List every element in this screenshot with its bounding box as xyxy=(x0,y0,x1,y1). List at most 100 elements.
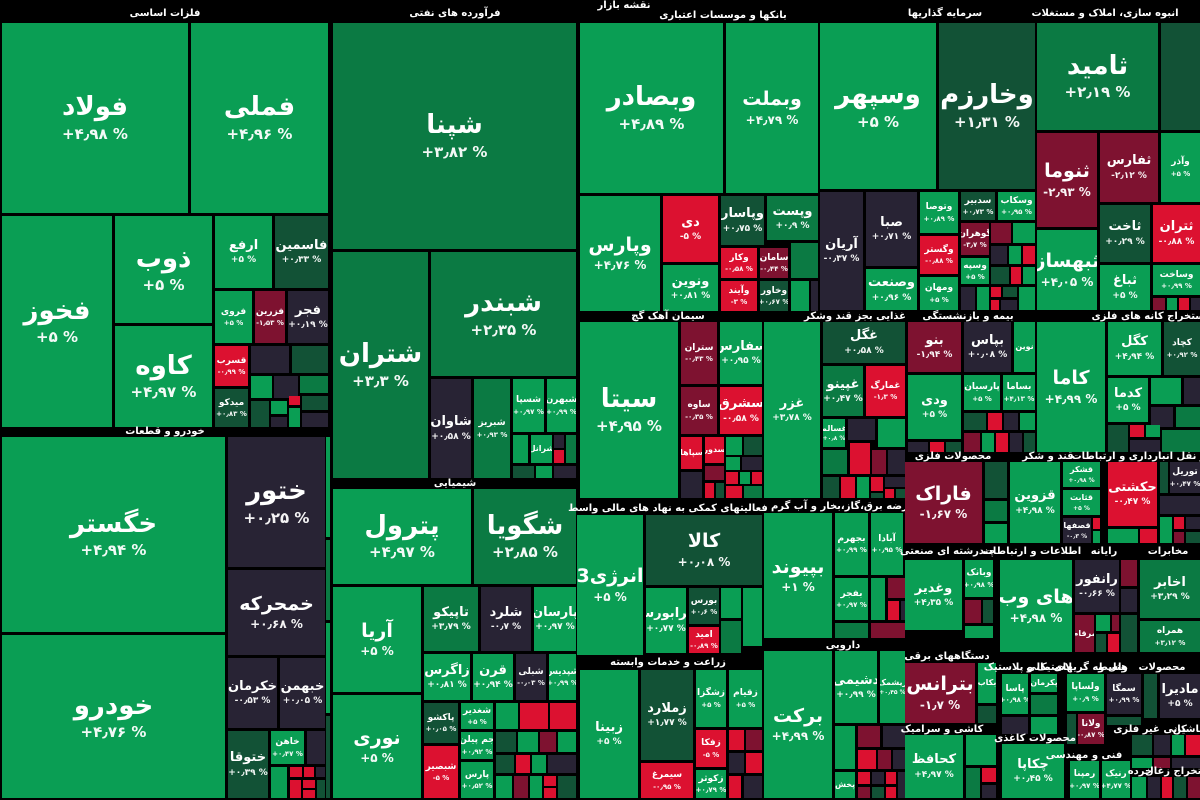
tile-filler[interactable] xyxy=(1011,267,1021,284)
tile-صبا[interactable]: صبا +۰٫۷۱ % xyxy=(866,192,917,266)
tile-filler[interactable] xyxy=(317,780,325,798)
tile-جم پیلن[interactable]: جم پیلن +۰٫۹۲ % xyxy=(461,732,493,759)
tile-filler[interactable] xyxy=(991,267,1009,284)
tile-شاوان[interactable]: شاوان +۰٫۵۸ % xyxy=(431,379,471,478)
tile-filler[interactable] xyxy=(1174,517,1184,529)
tile-خکرمان[interactable]: خکرمان -۰٫۵۳ % xyxy=(228,658,277,728)
tile-filler[interactable] xyxy=(303,790,315,798)
tile-filler[interactable] xyxy=(850,443,870,474)
tile-ثنوما[interactable]: ثنوما -۲٫۹۳ % xyxy=(1037,133,1097,227)
tile-filler[interactable] xyxy=(1130,425,1144,437)
tile-وپارس[interactable]: وپارس +۴٫۷۶ % xyxy=(580,196,660,311)
tile-filler[interactable] xyxy=(1179,298,1189,310)
tile-ومهان[interactable]: ومهان +۵ % xyxy=(920,277,958,310)
tile-filler[interactable] xyxy=(965,626,993,638)
tile-filler[interactable] xyxy=(743,588,762,646)
tile-filler[interactable] xyxy=(858,772,870,784)
tile-زقیام[interactable]: زقیام +۵ % xyxy=(729,670,762,727)
tile-وخارزم[interactable]: وخارزم +۱٫۳۱ % xyxy=(939,23,1035,189)
tile-وسکاب[interactable]: وسکاب +۰٫۹۵ % xyxy=(998,192,1035,220)
tile-آریا[interactable]: آریا +۵ % xyxy=(333,587,421,692)
tile-filler[interactable] xyxy=(848,419,875,440)
tile-سدبیر[interactable]: سدبیر +۰٫۷۳ % xyxy=(961,192,995,220)
tile-filler[interactable] xyxy=(858,750,876,769)
tile-filler[interactable] xyxy=(513,466,534,478)
tile-filler[interactable] xyxy=(930,442,944,452)
tile-filler[interactable] xyxy=(744,437,762,455)
tile-filler[interactable] xyxy=(721,621,741,653)
tile-قثابت[interactable]: قثابت +۵ % xyxy=(1063,490,1100,515)
tile-filler[interactable] xyxy=(965,600,981,623)
tile-filler[interactable] xyxy=(271,401,287,414)
tile-ولساپا[interactable]: ولساپا +۰٫۹ % xyxy=(1067,674,1104,711)
tile-filler[interactable] xyxy=(292,346,328,373)
tile-وغدیر[interactable]: وغدیر +۴٫۳۵ % xyxy=(905,560,962,630)
tile-filler[interactable] xyxy=(883,726,905,747)
tile-filler[interactable] xyxy=(251,346,289,373)
tile-سپاها[interactable]: سپاها xyxy=(681,437,702,469)
tile-filler[interactable] xyxy=(823,450,847,474)
tile-انرژی3[interactable]: انرژی3 +۵ % xyxy=(577,515,643,655)
tile-filler[interactable] xyxy=(871,477,883,491)
tile-filler[interactable] xyxy=(961,287,975,310)
tile-چکاپا[interactable]: چکاپا +۰٫۴۵ % xyxy=(1002,744,1064,798)
tile-filler[interactable] xyxy=(554,450,564,463)
tile-filler[interactable] xyxy=(290,780,301,798)
tile-filler[interactable] xyxy=(530,776,542,798)
tile-filler[interactable] xyxy=(1162,430,1200,452)
tile-کالا[interactable]: کالا +۰٫۰۸ % xyxy=(646,515,762,585)
tile-filler[interactable] xyxy=(841,477,855,498)
tile-filler[interactable] xyxy=(1140,529,1157,543)
tile-filler[interactable] xyxy=(303,780,315,788)
tile-filler[interactable] xyxy=(729,776,741,798)
tile-ثبهساز[interactable]: ثبهساز +۴٫۰۵ % xyxy=(1037,230,1097,310)
tile-filler[interactable] xyxy=(985,501,1007,521)
tile-تاپیکو[interactable]: تاپیکو +۳٫۷۹ % xyxy=(424,587,478,651)
tile-پارس[interactable]: پارس +۰٫۵۲ % xyxy=(461,762,493,798)
tile-فملی[interactable]: فملی +۴٫۹۶ % xyxy=(191,23,328,213)
tile-شبریز[interactable]: شبریز +۰٫۹۳ % xyxy=(474,379,510,478)
tile-filler[interactable] xyxy=(326,623,330,713)
tile-پترول[interactable]: پترول +۴٫۹۷ % xyxy=(333,489,471,584)
tile-وبانک[interactable]: وبانک+۰٫۹۸ % xyxy=(965,560,993,597)
tile-وصنعت[interactable]: وصنعت +۰٫۹۶ % xyxy=(866,269,917,310)
tile-سیمرغ[interactable]: سیمرغ -۰٫۹۵ % xyxy=(641,763,693,798)
tile-وپست[interactable]: وپست +۰٫۹ % xyxy=(767,196,818,240)
tile-زملارد[interactable]: زملارد +۱٫۷۷ % xyxy=(641,670,693,760)
tile-سفارس[interactable]: سفارس +۰٫۹۵ % xyxy=(720,322,762,384)
tile-filler[interactable] xyxy=(896,489,905,498)
tile-مادیرا[interactable]: مادیرا +۵ % xyxy=(1160,674,1200,718)
tile-filler[interactable] xyxy=(982,785,996,798)
tile-filler[interactable] xyxy=(1020,413,1035,430)
tile-filler[interactable] xyxy=(1174,777,1186,798)
tile-filler[interactable] xyxy=(1186,532,1200,543)
tile-filler[interactable] xyxy=(1161,23,1200,130)
tile-filler[interactable] xyxy=(729,730,744,750)
tile-filler[interactable] xyxy=(274,376,298,398)
tile-پارسیان[interactable]: پارسیان +۵ % xyxy=(964,375,1000,410)
tile-شرانل[interactable]: شرانل xyxy=(531,435,552,463)
tile-filler[interactable] xyxy=(1176,407,1200,427)
tile-filler[interactable] xyxy=(1112,615,1119,631)
tile-filler[interactable] xyxy=(982,433,994,452)
tile-وبملت[interactable]: وبملت +۴٫۷۹ % xyxy=(726,23,818,193)
tile-filler[interactable] xyxy=(964,413,986,430)
tile-سامان[interactable]: سامان -۰٫۴۴ % xyxy=(760,248,788,278)
tile-filler[interactable] xyxy=(514,776,528,798)
tile-filler[interactable] xyxy=(1148,777,1160,798)
tile-وگستر[interactable]: وگستر -۰٫۸۸ % xyxy=(920,236,958,274)
tile-شسپا[interactable]: شسپا +۰٫۹۷ % xyxy=(513,379,544,432)
tile-کاوه[interactable]: کاوه +۴٫۹۷ % xyxy=(115,326,212,427)
tile-filler[interactable] xyxy=(742,457,762,470)
tile-قشکر[interactable]: قشکر +۰٫۹۸ % xyxy=(1063,462,1100,487)
tile-کاما[interactable]: کاما +۴٫۹۹ % xyxy=(1037,322,1105,452)
tile-filler[interactable] xyxy=(1160,517,1172,543)
tile-ستران[interactable]: ستران -۰٫۴۳ % xyxy=(681,322,717,384)
tile-filler[interactable] xyxy=(705,483,714,498)
tile-filler[interactable] xyxy=(966,768,980,798)
tile-filler[interactable] xyxy=(726,486,742,498)
tile-filler[interactable] xyxy=(1191,298,1200,310)
tile-ونوین[interactable]: ونوین +۰٫۸۱ % xyxy=(663,265,718,311)
tile-بکاب[interactable]: بکاب xyxy=(978,663,996,703)
tile-filler[interactable] xyxy=(977,287,989,310)
